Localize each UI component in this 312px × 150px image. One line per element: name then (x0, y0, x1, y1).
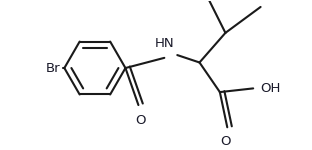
Text: HN: HN (154, 36, 174, 50)
Text: OH: OH (261, 82, 281, 95)
Text: O: O (135, 114, 145, 127)
Text: O: O (220, 135, 231, 148)
Text: Br: Br (46, 61, 61, 75)
